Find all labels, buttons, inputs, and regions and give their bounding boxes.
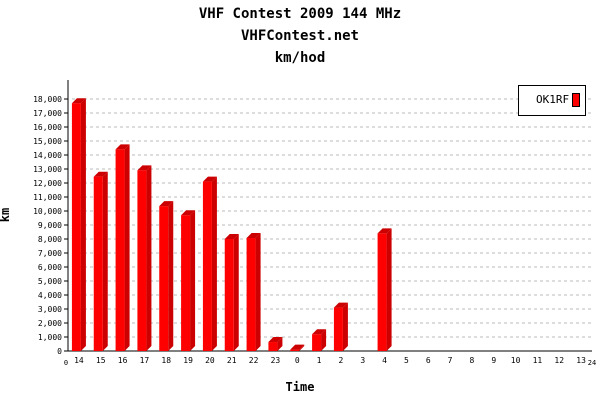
bar-side — [146, 165, 152, 351]
bar — [290, 349, 300, 351]
x-tick-label: 2 — [339, 356, 344, 365]
y-tick-label: 12,000 — [33, 179, 62, 188]
y-tick-label: 14,000 — [33, 151, 62, 160]
y-tick-label: 18,000 — [33, 95, 62, 104]
y-tick-label: 2,000 — [38, 319, 62, 328]
x-tick-label: 18 — [161, 356, 171, 365]
bar — [181, 215, 191, 351]
x-axis-end-label: 24 — [588, 359, 596, 367]
bar-side — [124, 144, 130, 351]
y-tick-label: 1,000 — [38, 333, 62, 342]
bar-side — [233, 234, 239, 351]
y-tick-label: 4,000 — [38, 291, 62, 300]
x-tick-label: 1 — [317, 356, 322, 365]
x-tick-label: 14 — [74, 356, 84, 365]
x-tick-label: 6 — [426, 356, 431, 365]
chart-title: VHF Contest 2009 144 MHz — [198, 6, 402, 22]
bar-side — [102, 171, 108, 351]
x-tick-label: 20 — [205, 356, 215, 365]
bar-top — [268, 337, 283, 343]
bar — [137, 170, 147, 351]
y-tick-label: 7,000 — [38, 249, 62, 258]
bar — [202, 181, 212, 351]
x-tick-label: 3 — [360, 356, 365, 365]
bar — [268, 342, 278, 351]
bar — [312, 334, 322, 351]
y-tick-label: 5,000 — [38, 277, 62, 286]
x-tick-label: 17 — [140, 356, 150, 365]
chart-subtitle: VHFContest.net — [240, 28, 359, 44]
legend: OK1RF — [518, 85, 586, 116]
bar — [159, 206, 169, 351]
bar-side — [386, 228, 392, 351]
bar-side — [321, 329, 327, 351]
bar-side — [342, 302, 348, 351]
bar-side — [211, 176, 217, 351]
bar-top — [377, 228, 392, 234]
y-tick-label: 3,000 — [38, 305, 62, 314]
legend-label: OK1RF — [536, 93, 570, 106]
chart-unit: km/hod — [274, 50, 326, 66]
bar-top — [202, 176, 217, 182]
x-tick-label: 8 — [470, 356, 475, 365]
bar-side — [80, 98, 86, 351]
bar-top — [115, 144, 130, 150]
bar-top — [93, 171, 108, 177]
x-tick-label: 21 — [227, 356, 237, 365]
x-axis-label: Time — [285, 380, 315, 394]
y-tick-label: 17,000 — [33, 109, 62, 118]
y-tick-label: 9,000 — [38, 221, 62, 230]
bar — [93, 176, 103, 351]
bar-top — [246, 233, 261, 239]
bar-side — [255, 233, 261, 351]
x-tick-label: 5 — [404, 356, 409, 365]
y-tick-label: 8,000 — [38, 235, 62, 244]
legend-swatch — [572, 93, 580, 107]
y-tick-label: 6,000 — [38, 263, 62, 272]
bar — [71, 103, 81, 351]
x-tick-label: 13 — [576, 356, 586, 365]
x-tick-label: 9 — [491, 356, 496, 365]
y-tick-label: 16,000 — [33, 123, 62, 132]
y-tick-label: 10,000 — [33, 207, 62, 216]
x-tick-label: 0 — [295, 356, 300, 365]
bar — [246, 238, 256, 351]
x-axis-start-label: 0 — [64, 359, 68, 367]
x-tick-label: 7 — [448, 356, 453, 365]
y-tick-label: 15,000 — [33, 137, 62, 146]
y-tick-label: 0 — [57, 347, 62, 356]
x-tick-label: 10 — [511, 356, 521, 365]
bar-top — [159, 201, 174, 207]
y-tick-label: 13,000 — [33, 165, 62, 174]
bar — [115, 149, 125, 351]
bar-side — [277, 337, 283, 351]
bar-top — [312, 329, 327, 335]
x-tick-label: 23 — [271, 356, 281, 365]
bar-side — [190, 210, 196, 351]
x-tick-label: 16 — [118, 356, 128, 365]
bar — [224, 239, 234, 351]
x-tick-label: 12 — [554, 356, 564, 365]
x-tick-label: 22 — [249, 356, 259, 365]
x-tick-label: 11 — [533, 356, 543, 365]
bar-top — [71, 98, 86, 104]
bar — [377, 233, 387, 351]
bar-side — [299, 344, 305, 351]
bar-side — [168, 201, 174, 351]
bar-top — [290, 344, 305, 350]
x-tick-label: 19 — [183, 356, 193, 365]
bar-top — [137, 165, 152, 171]
x-tick-label: 4 — [382, 356, 387, 365]
bar-top — [224, 234, 239, 239]
bar-top — [181, 210, 196, 216]
y-tick-label: 11,000 — [33, 193, 62, 202]
bar — [333, 307, 343, 351]
x-tick-label: 15 — [96, 356, 106, 365]
bar-top — [333, 302, 348, 308]
